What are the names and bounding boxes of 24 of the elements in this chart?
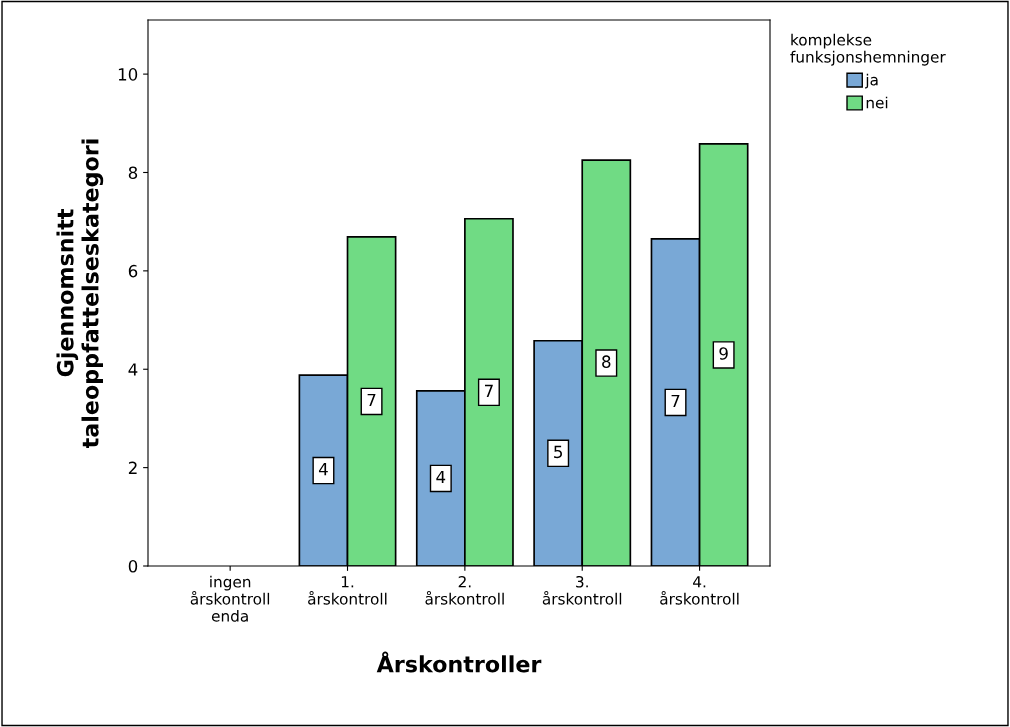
data-label: 8 (602, 355, 611, 368)
x-tick-label: 3. årskontroll (542, 575, 622, 605)
y-tick-label: 10 (118, 68, 138, 81)
data-label: 4 (436, 470, 446, 484)
x-tick-label: 4. årskontroll (660, 576, 739, 605)
legend-label: ja (865, 73, 878, 89)
data-label: 7 (484, 384, 493, 397)
legend-title: komplekse funksjonshemninger (790, 33, 946, 66)
x-tick-label: ingen årskontroll enda (190, 575, 270, 622)
y-tick-label: 0 (128, 559, 138, 573)
y-axis-title: Gjennomsnitt taleoppfattelseskategori (56, 139, 104, 449)
x-tick-label: 1. årskontroll (308, 576, 387, 605)
y-tick-label: 6 (128, 264, 138, 278)
legend-label: nei (866, 96, 888, 109)
x-tick-label: 2. årskontroll (425, 575, 504, 605)
y-tick-label: 8 (128, 166, 138, 180)
data-label: 9 (719, 347, 728, 360)
x-axis-title: Årskontroller (376, 651, 542, 673)
y-tick-label: 4 (128, 363, 138, 376)
data-label: 4 (318, 463, 328, 476)
data-label: 5 (554, 445, 563, 459)
data-label: 7 (671, 394, 680, 408)
data-label: 7 (367, 393, 376, 407)
y-tick-label: 2 (128, 461, 137, 474)
